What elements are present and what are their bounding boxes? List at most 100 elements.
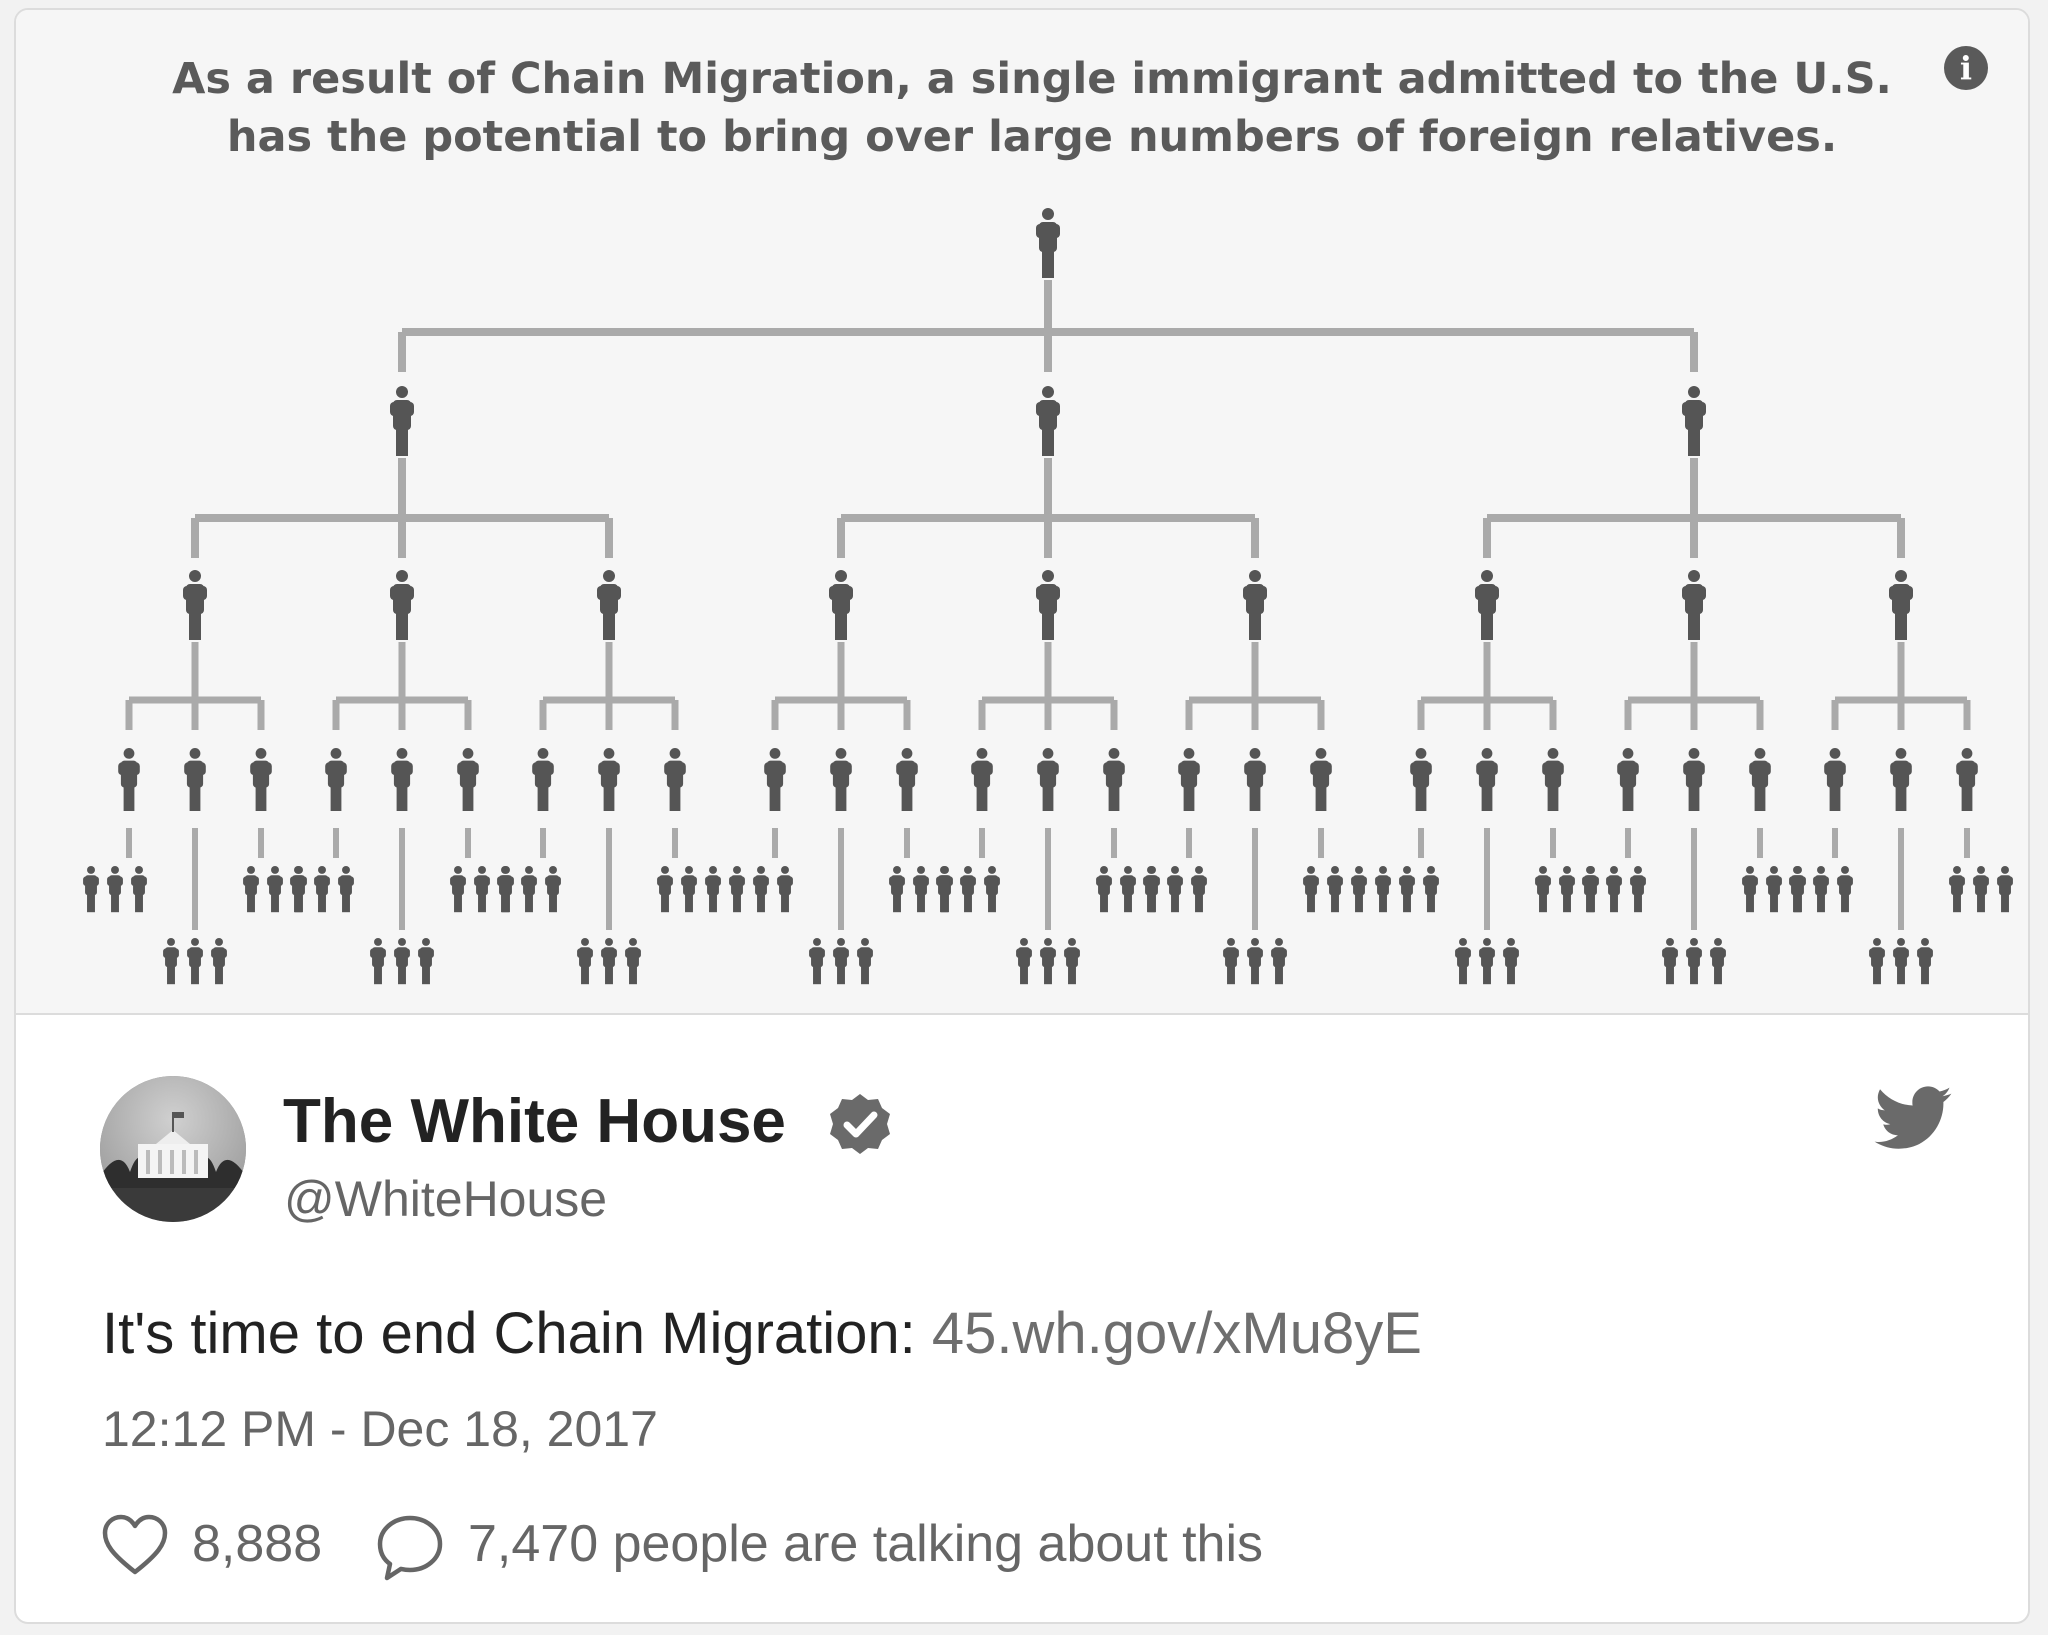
person-icon bbox=[267, 866, 283, 913]
caption-line-2: has the potential to bring over large nu… bbox=[226, 112, 1838, 162]
person-icon bbox=[764, 748, 786, 811]
person-icon bbox=[1399, 866, 1415, 913]
person-icon bbox=[829, 570, 853, 640]
display-name[interactable]: The White House bbox=[283, 1087, 786, 1156]
person-icon bbox=[163, 938, 179, 985]
person-icon bbox=[936, 866, 952, 913]
person-icon bbox=[1503, 938, 1519, 985]
person-icon bbox=[1535, 866, 1551, 913]
person-icon bbox=[1036, 208, 1060, 278]
person-icon bbox=[532, 748, 554, 811]
user-handle[interactable]: @WhiteHouse bbox=[284, 1171, 608, 1227]
person-icon bbox=[1890, 748, 1912, 811]
info-icon[interactable]: i bbox=[1944, 46, 1988, 90]
person-icon bbox=[777, 866, 793, 913]
person-icon bbox=[984, 866, 1000, 913]
person-icon bbox=[1410, 748, 1432, 811]
person-icon bbox=[1686, 938, 1702, 985]
person-icon bbox=[474, 866, 490, 913]
person-icon bbox=[370, 938, 386, 985]
person-icon bbox=[664, 748, 686, 811]
person-icon bbox=[1813, 866, 1829, 913]
tweet-link[interactable]: 45.wh.gov/xMu8yE bbox=[931, 1301, 1422, 1366]
infographic-caption: As a result of Chain Migration, a single… bbox=[16, 50, 2028, 166]
tweet-timestamp[interactable]: 12:12 PM - Dec 18, 2017 bbox=[102, 1401, 658, 1457]
person-icon bbox=[1617, 748, 1639, 811]
person-icon bbox=[338, 866, 354, 913]
person-icon bbox=[1271, 938, 1287, 985]
person-icon bbox=[1455, 938, 1471, 985]
person-icon bbox=[1662, 938, 1678, 985]
person-icon bbox=[1167, 866, 1183, 913]
person-icon bbox=[577, 938, 593, 985]
heart-icon[interactable] bbox=[102, 1514, 168, 1576]
infographic-image[interactable]: As a result of Chain Migration, a single… bbox=[16, 10, 2028, 1015]
person-icon bbox=[625, 938, 641, 985]
person-icon bbox=[243, 866, 259, 913]
person-icon bbox=[705, 866, 721, 913]
person-icon bbox=[1178, 748, 1200, 811]
person-icon bbox=[681, 866, 697, 913]
person-icon bbox=[1479, 938, 1495, 985]
person-icon bbox=[598, 748, 620, 811]
person-icon bbox=[1683, 748, 1705, 811]
person-icon bbox=[1036, 570, 1060, 640]
person-icon bbox=[1327, 866, 1343, 913]
person-icon bbox=[290, 866, 306, 913]
person-icon bbox=[1476, 748, 1498, 811]
person-icon bbox=[1682, 570, 1706, 640]
person-icon bbox=[390, 570, 414, 640]
person-icon bbox=[1037, 748, 1059, 811]
person-icon bbox=[913, 866, 929, 913]
person-icon bbox=[1559, 866, 1575, 913]
person-icon bbox=[1889, 570, 1913, 640]
person-icon bbox=[1310, 748, 1332, 811]
caption-line-1: As a result of Chain Migration, a single… bbox=[172, 54, 1892, 104]
person-icon bbox=[521, 866, 537, 913]
person-icon bbox=[809, 938, 825, 985]
person-icon bbox=[1789, 866, 1805, 913]
person-icon bbox=[1742, 866, 1758, 913]
verified-badge-icon bbox=[830, 1094, 890, 1154]
person-icon bbox=[450, 866, 466, 913]
person-icon bbox=[1749, 748, 1771, 811]
person-icon bbox=[545, 866, 561, 913]
person-icon bbox=[857, 938, 873, 985]
tweet-card: As a result of Chain Migration, a single… bbox=[14, 8, 2030, 1624]
person-icon bbox=[833, 938, 849, 985]
person-icon bbox=[1247, 938, 1263, 985]
person-icon bbox=[729, 866, 745, 913]
person-icon bbox=[1040, 938, 1056, 985]
person-icon bbox=[1837, 866, 1853, 913]
person-icon bbox=[896, 748, 918, 811]
person-icon bbox=[601, 938, 617, 985]
person-icon bbox=[753, 866, 769, 913]
person-icon bbox=[1824, 748, 1846, 811]
person-icon bbox=[1956, 748, 1978, 811]
person-icon bbox=[1064, 938, 1080, 985]
person-icon bbox=[1893, 938, 1909, 985]
person-icon bbox=[183, 570, 207, 640]
person-icon bbox=[1096, 866, 1112, 913]
chain-migration-tree-diagram bbox=[83, 208, 2013, 985]
person-icon bbox=[184, 748, 206, 811]
talking-count[interactable]: 7,470 people are talking about this bbox=[468, 1515, 1264, 1573]
person-icon bbox=[107, 866, 123, 913]
person-icon bbox=[1036, 386, 1060, 456]
twitter-bird-icon[interactable] bbox=[1874, 1086, 1952, 1150]
comment-icon[interactable] bbox=[376, 1514, 444, 1582]
person-icon bbox=[418, 938, 434, 985]
person-icon bbox=[960, 866, 976, 913]
person-icon bbox=[1917, 938, 1933, 985]
avatar[interactable] bbox=[100, 1076, 246, 1222]
person-icon bbox=[1997, 866, 2013, 913]
person-icon bbox=[497, 866, 513, 913]
person-icon bbox=[1016, 938, 1032, 985]
person-icon bbox=[1542, 748, 1564, 811]
person-icon bbox=[83, 866, 99, 913]
person-icon bbox=[1103, 748, 1125, 811]
person-icon bbox=[1120, 866, 1136, 913]
tweet-text: It's time to end Chain Migration: 45.wh.… bbox=[102, 1300, 1422, 1367]
white-house-avatar-image bbox=[100, 1076, 246, 1222]
person-icon bbox=[1375, 866, 1391, 913]
